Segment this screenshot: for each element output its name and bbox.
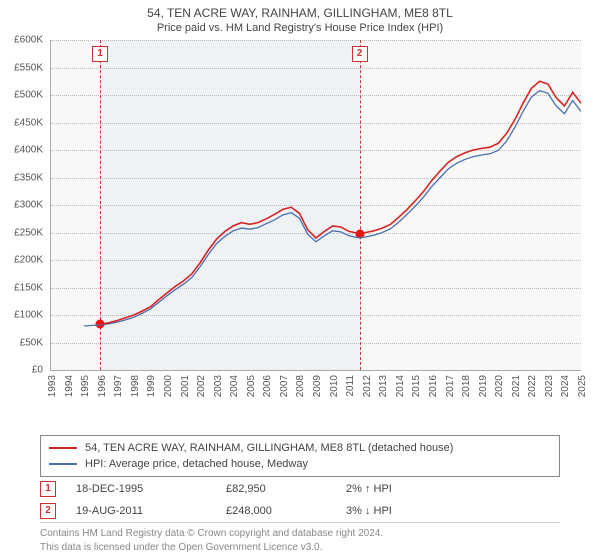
- title-line-2: Price paid vs. HM Land Registry's House …: [0, 22, 600, 34]
- chart-lines: [51, 40, 581, 370]
- x-axis-label: 2001: [180, 375, 191, 397]
- x-axis-label: 1994: [64, 375, 75, 397]
- price-chart: 12 £0£50K£100K£150K£200K£250K£300K£350K£…: [50, 40, 580, 400]
- x-axis-label: 2007: [279, 375, 290, 397]
- y-axis-label: £400K: [0, 145, 43, 156]
- y-axis-label: £200K: [0, 255, 43, 266]
- x-axis-label: 2004: [229, 375, 240, 397]
- x-axis-label: 1998: [130, 375, 141, 397]
- y-axis-label: £100K: [0, 310, 43, 321]
- txn-date: 19-AUG-2011: [76, 505, 226, 517]
- titles: 54, TEN ACRE WAY, RAINHAM, GILLINGHAM, M…: [0, 0, 600, 34]
- x-axis-label: 2024: [560, 375, 571, 397]
- marker-badge: 1: [40, 481, 56, 497]
- x-axis-label: 2023: [544, 375, 555, 397]
- x-axis-label: 2015: [411, 375, 422, 397]
- series-price_paid: [100, 81, 581, 324]
- x-axis-label: 1997: [113, 375, 124, 397]
- footer-line-1: Contains HM Land Registry data © Crown c…: [40, 527, 560, 541]
- legend: 54, TEN ACRE WAY, RAINHAM, GILLINGHAM, M…: [40, 435, 560, 477]
- txn-hpi-delta: 3% ↓ HPI: [346, 505, 506, 517]
- x-axis-label: 1996: [97, 375, 108, 397]
- x-axis-label: 2006: [262, 375, 273, 397]
- x-axis-label: 1999: [146, 375, 157, 397]
- txn-price: £82,950: [226, 483, 346, 495]
- legend-label: 54, TEN ACRE WAY, RAINHAM, GILLINGHAM, M…: [85, 440, 453, 456]
- table-row: 1 18-DEC-1995 £82,950 2% ↑ HPI: [40, 478, 560, 500]
- legend-label: HPI: Average price, detached house, Medw…: [85, 456, 308, 472]
- x-axis-label: 2011: [345, 375, 356, 397]
- x-axis-label: 2014: [395, 375, 406, 397]
- down-arrow-icon: ↓: [365, 505, 371, 517]
- x-axis-label: 2009: [312, 375, 323, 397]
- y-axis-label: £300K: [0, 200, 43, 211]
- x-axis-label: 1995: [80, 375, 91, 397]
- y-axis-label: £150K: [0, 282, 43, 293]
- x-axis-label: 2019: [478, 375, 489, 397]
- marker-badge: 2: [40, 503, 56, 519]
- x-axis-label: 2012: [362, 375, 373, 397]
- x-axis-label: 2021: [511, 375, 522, 397]
- txn-hpi-delta: 2% ↑ HPI: [346, 483, 506, 495]
- x-axis-label: 2016: [428, 375, 439, 397]
- y-axis-label: £350K: [0, 172, 43, 183]
- y-axis-label: £250K: [0, 227, 43, 238]
- y-axis-label: £600K: [0, 35, 43, 46]
- y-axis-label: £50K: [0, 337, 43, 348]
- x-axis-label: 2003: [213, 375, 224, 397]
- y-axis-label: £0: [0, 365, 43, 376]
- txn-date: 18-DEC-1995: [76, 483, 226, 495]
- x-axis-label: 2005: [246, 375, 257, 397]
- footer: Contains HM Land Registry data © Crown c…: [40, 522, 560, 555]
- series-hpi: [84, 91, 581, 326]
- x-axis-label: 2020: [494, 375, 505, 397]
- up-arrow-icon: ↑: [365, 483, 371, 495]
- x-axis-label: 2008: [295, 375, 306, 397]
- table-row: 2 19-AUG-2011 £248,000 3% ↓ HPI: [40, 500, 560, 522]
- legend-swatch: [49, 447, 77, 449]
- y-axis-label: £450K: [0, 117, 43, 128]
- legend-swatch: [49, 463, 77, 465]
- txn-price: £248,000: [226, 505, 346, 517]
- y-axis-label: £500K: [0, 90, 43, 101]
- x-axis-label: 2022: [527, 375, 538, 397]
- x-axis-label: 2002: [196, 375, 207, 397]
- y-axis-label: £550K: [0, 62, 43, 73]
- title-line-1: 54, TEN ACRE WAY, RAINHAM, GILLINGHAM, M…: [0, 6, 600, 20]
- x-axis-label: 2018: [461, 375, 472, 397]
- legend-item-price-paid: 54, TEN ACRE WAY, RAINHAM, GILLINGHAM, M…: [49, 440, 551, 456]
- x-axis-label: 2017: [445, 375, 456, 397]
- plot-area: 12: [50, 40, 581, 371]
- transactions-table: 1 18-DEC-1995 £82,950 2% ↑ HPI 2 19-AUG-…: [40, 478, 560, 522]
- x-axis-label: 2000: [163, 375, 174, 397]
- footer-line-2: This data is licensed under the Open Gov…: [40, 541, 560, 555]
- x-axis-label: 2010: [329, 375, 340, 397]
- x-axis-label: 2013: [378, 375, 389, 397]
- x-axis-label: 1993: [47, 375, 58, 397]
- x-axis-label: 2025: [577, 375, 588, 397]
- legend-item-hpi: HPI: Average price, detached house, Medw…: [49, 456, 551, 472]
